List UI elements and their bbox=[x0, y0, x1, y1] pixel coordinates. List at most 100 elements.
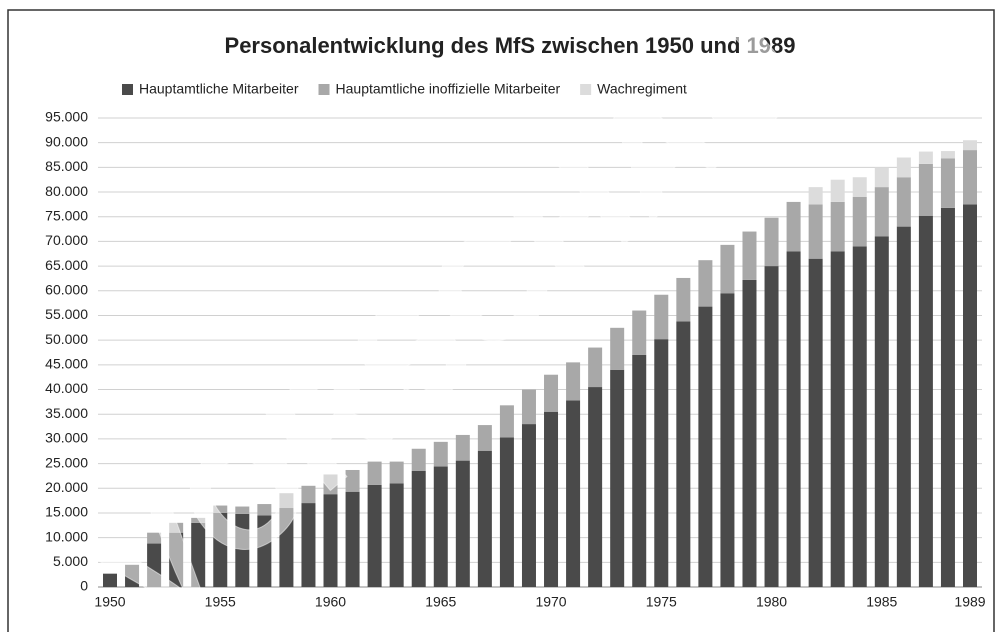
bar-segment bbox=[477, 450, 492, 587]
bar-segment bbox=[632, 354, 647, 587]
bar-segment bbox=[874, 167, 889, 188]
y-tick-label: 35.000 bbox=[45, 405, 88, 421]
bar-segment bbox=[698, 306, 713, 587]
bar-segment bbox=[147, 532, 162, 544]
bar-segment bbox=[786, 201, 801, 252]
bar-segment bbox=[874, 236, 889, 588]
bar-segment bbox=[720, 293, 735, 587]
bar-segment bbox=[786, 251, 801, 587]
y-tick-label: 95.000 bbox=[45, 109, 88, 125]
y-tick-label: 70.000 bbox=[45, 232, 88, 248]
bar-segment bbox=[896, 157, 911, 178]
x-tick-label: 1970 bbox=[535, 594, 566, 610]
bar-segment bbox=[654, 294, 669, 340]
bar-segment bbox=[940, 151, 955, 159]
bar-segment bbox=[257, 515, 272, 587]
bar-segment bbox=[566, 362, 581, 401]
bar-segment bbox=[830, 251, 845, 587]
chart-title: Personalentwicklung des MfS zwischen 195… bbox=[225, 33, 796, 58]
x-tick-label: 1965 bbox=[425, 594, 456, 610]
x-tick-label: 1975 bbox=[646, 594, 677, 610]
bar-segment bbox=[764, 266, 779, 587]
bar-segment bbox=[808, 187, 823, 205]
bar-segment bbox=[455, 460, 470, 587]
bar-segment bbox=[852, 177, 867, 197]
bar-segment bbox=[411, 448, 426, 471]
x-tick-label: 1989 bbox=[954, 594, 985, 610]
bar-segment bbox=[345, 491, 360, 587]
bar-segment bbox=[720, 244, 735, 294]
y-tick-label: 40.000 bbox=[45, 380, 88, 396]
bar-segment bbox=[455, 434, 470, 461]
y-tick-label: 85.000 bbox=[45, 158, 88, 174]
bar-segment bbox=[521, 424, 536, 587]
bar-segment bbox=[610, 327, 625, 370]
bar-segment bbox=[852, 196, 867, 247]
bar-segment bbox=[830, 201, 845, 252]
legend-swatch bbox=[318, 84, 330, 95]
bar-segment bbox=[169, 522, 184, 533]
legend-label: Hauptamtliche Mitarbeiter bbox=[139, 81, 299, 97]
bar-segment bbox=[963, 140, 977, 151]
y-tick-label: 50.000 bbox=[45, 331, 88, 347]
legend-label: Wachregiment bbox=[597, 81, 687, 97]
bar-segment bbox=[301, 503, 316, 587]
bar-segment bbox=[544, 411, 559, 587]
bar-segment bbox=[963, 150, 977, 205]
bar-segment bbox=[632, 310, 647, 355]
bar-segment bbox=[742, 231, 757, 280]
bar-segment bbox=[367, 484, 382, 587]
y-tick-label: 10.000 bbox=[45, 528, 88, 544]
y-tick-label: 75.000 bbox=[45, 207, 88, 223]
bar-segment bbox=[918, 215, 933, 587]
bar-segment bbox=[521, 389, 536, 425]
bar-segment bbox=[918, 151, 933, 164]
bar-segment bbox=[235, 513, 250, 587]
bar-segment bbox=[544, 374, 559, 412]
bar-segment bbox=[588, 347, 603, 388]
bar-segment bbox=[808, 258, 823, 587]
bar-segment bbox=[830, 179, 845, 202]
legend-label: Hauptamtliche inoffizielle Mitarbeiter bbox=[336, 81, 561, 97]
bar-segment bbox=[676, 277, 691, 322]
y-tick-label: 80.000 bbox=[45, 183, 88, 199]
bar-segment bbox=[279, 493, 294, 509]
bar-segment bbox=[499, 405, 514, 438]
bar-segment bbox=[389, 483, 404, 587]
bar-segment bbox=[433, 466, 448, 587]
bar-segment bbox=[433, 441, 448, 467]
bar-segment bbox=[213, 512, 228, 587]
bar-segment bbox=[896, 177, 911, 227]
bar-segment bbox=[235, 506, 250, 514]
bar-segment bbox=[477, 425, 492, 451]
y-tick-label: 90.000 bbox=[45, 133, 88, 149]
y-tick-label: 45.000 bbox=[45, 356, 88, 372]
legend-swatch bbox=[580, 84, 592, 95]
bar-segment bbox=[808, 204, 823, 259]
bar-segment bbox=[874, 187, 889, 237]
bar-segment bbox=[125, 564, 140, 587]
x-tick-label: 1960 bbox=[315, 594, 346, 610]
y-tick-label: 55.000 bbox=[45, 306, 88, 322]
bar-segment bbox=[323, 494, 338, 587]
bar-segment bbox=[764, 217, 779, 267]
legend-swatch bbox=[122, 84, 133, 95]
bar-segment bbox=[852, 246, 867, 587]
bar-segment bbox=[191, 522, 206, 587]
bar-segment bbox=[742, 279, 757, 587]
y-tick-label: 25.000 bbox=[45, 454, 88, 470]
x-tick-label: 1985 bbox=[866, 594, 897, 610]
bar-segment bbox=[698, 260, 713, 307]
x-tick-label: 1950 bbox=[94, 594, 125, 610]
x-tick-label: 1955 bbox=[205, 594, 236, 610]
bar-segment bbox=[301, 485, 316, 504]
y-tick-label: 20.000 bbox=[45, 479, 88, 495]
y-tick-label: 15.000 bbox=[45, 504, 88, 520]
bar-segment bbox=[896, 226, 911, 587]
bar-segment bbox=[103, 573, 117, 587]
bar-segment bbox=[588, 387, 603, 587]
bar-segment bbox=[279, 508, 294, 587]
bar-segment bbox=[566, 400, 581, 587]
bar-segment bbox=[963, 204, 977, 588]
